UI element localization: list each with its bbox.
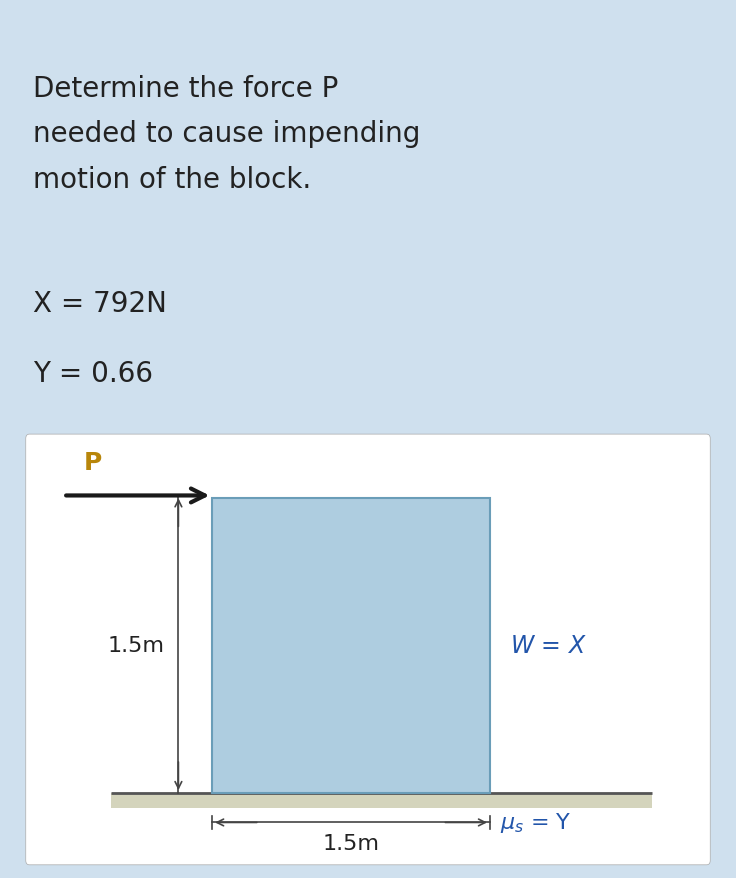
Text: needed to cause impending: needed to cause impending	[33, 120, 420, 148]
Text: $\mu_s$ = Y: $\mu_s$ = Y	[500, 810, 572, 834]
Text: $W$ = X: $W$ = X	[510, 634, 587, 658]
Text: X = 792N: X = 792N	[33, 290, 167, 318]
Text: 1.5m: 1.5m	[108, 636, 165, 656]
Text: 1.5m: 1.5m	[322, 833, 380, 853]
Bar	[212, 498, 490, 793]
Text: P: P	[84, 450, 102, 475]
Text: Determine the force P: Determine the force P	[33, 75, 339, 103]
Text: Y = 0.66: Y = 0.66	[33, 360, 153, 388]
Bar	[110, 793, 652, 808]
Text: motion of the block.: motion of the block.	[33, 166, 311, 194]
